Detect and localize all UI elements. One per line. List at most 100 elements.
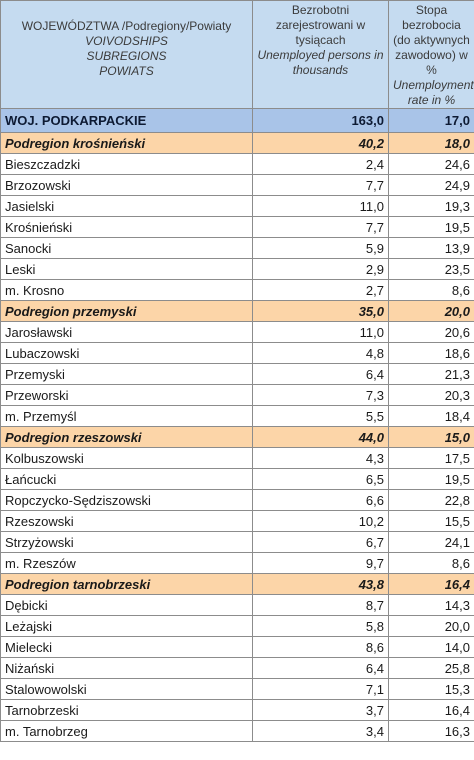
cell-name: Dębicki bbox=[0, 594, 253, 616]
cell-name: Bieszczadzki bbox=[0, 153, 253, 175]
table-row: Strzyżowski 6,7 24,1 bbox=[0, 531, 474, 553]
cell-name: Leżajski bbox=[0, 615, 253, 637]
cell-rate: 15,3 bbox=[388, 678, 474, 700]
cell-unemployed: 7,3 bbox=[252, 384, 389, 406]
table-row: Brzozowski 7,7 24,9 bbox=[0, 174, 474, 196]
cell-rate: 21,3 bbox=[388, 363, 474, 385]
cell-unemployed: 11,0 bbox=[252, 195, 389, 217]
cell-name: Ropczycko-Sędziszowski bbox=[0, 489, 253, 511]
cell-unemployed: 6,4 bbox=[252, 657, 389, 679]
cell-name: Jarosławski bbox=[0, 321, 253, 343]
cell-rate: 18,0 bbox=[388, 132, 474, 154]
cell-rate: 20,0 bbox=[388, 615, 474, 637]
cell-unemployed: 6,4 bbox=[252, 363, 389, 385]
cell-rate: 14,0 bbox=[388, 636, 474, 658]
cell-rate: 19,5 bbox=[388, 216, 474, 238]
cell-rate: 15,5 bbox=[388, 510, 474, 532]
cell-name: Krośnieński bbox=[0, 216, 253, 238]
header-region-pl: WOJEWÓDZTWA /Podregiony/Powiaty bbox=[21, 19, 232, 33]
subregion-row: Podregion tarnobrzeski 43,8 16,4 bbox=[0, 573, 474, 595]
cell-rate: 20,6 bbox=[388, 321, 474, 343]
header-unemployed-pl: Bezrobotni zarejestrowani w tysiącach bbox=[275, 3, 366, 47]
table-row: Kolbuszowski 4,3 17,5 bbox=[0, 447, 474, 469]
cell-name: Podregion krośnieński bbox=[0, 132, 253, 154]
cell-rate: 24,1 bbox=[388, 531, 474, 553]
cell-unemployed: 11,0 bbox=[252, 321, 389, 343]
cell-name: Lubaczowski bbox=[0, 342, 253, 364]
cell-unemployed: 40,2 bbox=[252, 132, 389, 154]
cell-name: m. Przemyśl bbox=[0, 405, 253, 427]
header-rate-en: Unemployment rate in % bbox=[393, 78, 474, 107]
cell-unemployed: 35,0 bbox=[252, 300, 389, 322]
table-row: Dębicki 8,7 14,3 bbox=[0, 594, 474, 616]
cell-rate: 19,3 bbox=[388, 195, 474, 217]
cell-name: Mielecki bbox=[0, 636, 253, 658]
table-row: Stalowowolski 7,1 15,3 bbox=[0, 678, 474, 700]
cell-rate: 17,0 bbox=[388, 108, 474, 133]
cell-rate: 17,5 bbox=[388, 447, 474, 469]
cell-rate: 24,6 bbox=[388, 153, 474, 175]
cell-unemployed: 7,1 bbox=[252, 678, 389, 700]
cell-name: Kolbuszowski bbox=[0, 447, 253, 469]
cell-unemployed: 2,4 bbox=[252, 153, 389, 175]
header-region-en-2: SUBREGIONS bbox=[86, 49, 167, 63]
cell-unemployed: 10,2 bbox=[252, 510, 389, 532]
cell-unemployed: 7,7 bbox=[252, 174, 389, 196]
table-row: Lubaczowski 4,8 18,6 bbox=[0, 342, 474, 364]
cell-name: m. Rzeszów bbox=[0, 552, 253, 574]
cell-unemployed: 163,0 bbox=[252, 108, 389, 133]
table-row: Tarnobrzeski 3,7 16,4 bbox=[0, 699, 474, 721]
cell-name: Podregion tarnobrzeski bbox=[0, 573, 253, 595]
cell-unemployed: 43,8 bbox=[252, 573, 389, 595]
table-row: m. Przemyśl 5,5 18,4 bbox=[0, 405, 474, 427]
header-region: WOJEWÓDZTWA /Podregiony/Powiaty VOIVODSH… bbox=[0, 0, 253, 109]
cell-rate: 16,4 bbox=[388, 573, 474, 595]
cell-name: Brzozowski bbox=[0, 174, 253, 196]
table-row: Leżajski 5,8 20,0 bbox=[0, 615, 474, 637]
cell-unemployed: 3,4 bbox=[252, 720, 389, 742]
table-row: Jarosławski 11,0 20,6 bbox=[0, 321, 474, 343]
table-row: Ropczycko-Sędziszowski 6,6 22,8 bbox=[0, 489, 474, 511]
cell-unemployed: 2,7 bbox=[252, 279, 389, 301]
cell-rate: 24,9 bbox=[388, 174, 474, 196]
cell-name: Łańcucki bbox=[0, 468, 253, 490]
table-row: Łańcucki 6,5 19,5 bbox=[0, 468, 474, 490]
cell-unemployed: 6,6 bbox=[252, 489, 389, 511]
cell-rate: 16,4 bbox=[388, 699, 474, 721]
table-row: Jasielski 11,0 19,3 bbox=[0, 195, 474, 217]
cell-name: Niżański bbox=[0, 657, 253, 679]
cell-name: Strzyżowski bbox=[0, 531, 253, 553]
cell-unemployed: 5,9 bbox=[252, 237, 389, 259]
cell-unemployed: 6,5 bbox=[252, 468, 389, 490]
header-region-en-3: POWIATS bbox=[99, 64, 154, 78]
cell-unemployed: 4,3 bbox=[252, 447, 389, 469]
table-row: Mielecki 8,6 14,0 bbox=[0, 636, 474, 658]
table-row: Rzeszowski 10,2 15,5 bbox=[0, 510, 474, 532]
subregion-row: Podregion przemyski 35,0 20,0 bbox=[0, 300, 474, 322]
cell-name: Sanocki bbox=[0, 237, 253, 259]
cell-unemployed: 3,7 bbox=[252, 699, 389, 721]
total-row: WOJ. PODKARPACKIE 163,0 17,0 bbox=[0, 108, 474, 133]
table-row: Przeworski 7,3 20,3 bbox=[0, 384, 474, 406]
table-row: m. Tarnobrzeg 3,4 16,3 bbox=[0, 720, 474, 742]
table-row: Sanocki 5,9 13,9 bbox=[0, 237, 474, 259]
cell-unemployed: 8,7 bbox=[252, 594, 389, 616]
cell-name: Przeworski bbox=[0, 384, 253, 406]
table-row: Bieszczadzki 2,4 24,6 bbox=[0, 153, 474, 175]
cell-rate: 18,6 bbox=[388, 342, 474, 364]
cell-unemployed: 5,8 bbox=[252, 615, 389, 637]
table-row: Leski 2,9 23,5 bbox=[0, 258, 474, 280]
cell-rate: 22,8 bbox=[388, 489, 474, 511]
cell-rate: 20,3 bbox=[388, 384, 474, 406]
cell-unemployed: 8,6 bbox=[252, 636, 389, 658]
cell-rate: 19,5 bbox=[388, 468, 474, 490]
cell-name: Tarnobrzeski bbox=[0, 699, 253, 721]
table-row: Przemyski 6,4 21,3 bbox=[0, 363, 474, 385]
header-row: WOJEWÓDZTWA /Podregiony/Powiaty VOIVODSH… bbox=[0, 0, 474, 109]
cell-name: Podregion przemyski bbox=[0, 300, 253, 322]
table-body: WOJ. PODKARPACKIE 163,0 17,0 Podregion kroś… bbox=[0, 108, 474, 742]
header-rate: Stopa bezrobocia (do aktywnych zawodowo)… bbox=[388, 0, 474, 109]
cell-rate: 16,3 bbox=[388, 720, 474, 742]
table-row: m. Rzeszów 9,7 8,6 bbox=[0, 552, 474, 574]
cell-rate: 13,9 bbox=[388, 237, 474, 259]
